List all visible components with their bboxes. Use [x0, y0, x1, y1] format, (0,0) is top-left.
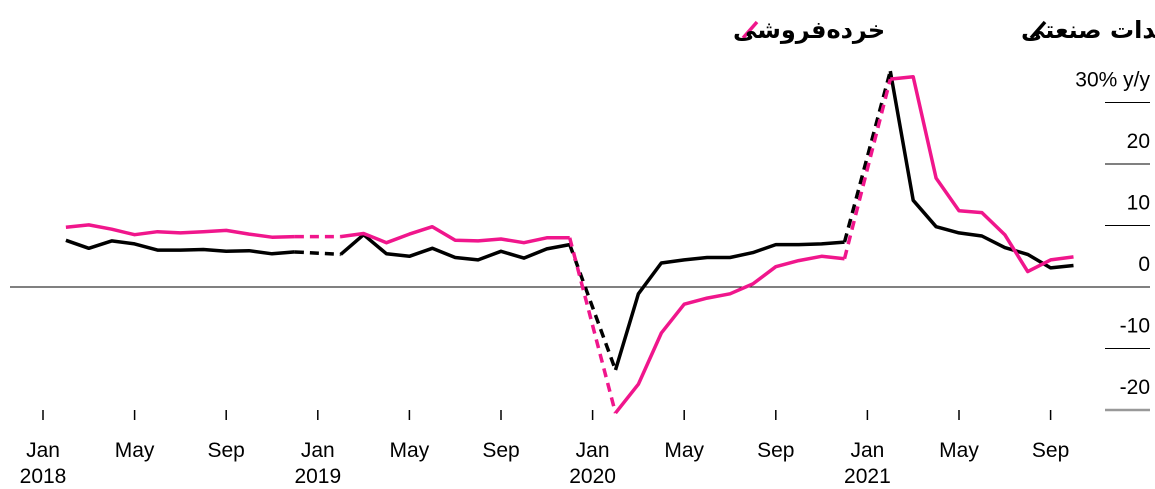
y-tick-label: 10	[1127, 192, 1150, 215]
x-tick-label: Jan	[301, 439, 335, 462]
x-tick-year: 2018	[20, 465, 67, 488]
legend-label: تولیدات صنعتی	[1021, 16, 1155, 44]
legend-swatch	[741, 20, 759, 40]
gap-connector	[842, 78, 892, 260]
x-tick-label: May	[939, 439, 979, 462]
gap-connector	[568, 237, 618, 414]
x-tick-year: 2021	[844, 465, 891, 488]
gap-connector	[568, 243, 618, 371]
x-tick-label: May	[390, 439, 430, 462]
x-tick-label: Jan	[850, 439, 884, 462]
x-tick-label: Sep	[208, 439, 245, 462]
x-tick-year: 2019	[294, 465, 341, 488]
line-series	[339, 232, 571, 262]
y-tick-label: -20	[1120, 376, 1150, 399]
gap-connector	[842, 70, 892, 243]
x-tick-label: Jan	[576, 439, 610, 462]
y-tick-label: -10	[1120, 315, 1150, 338]
x-tick-label: May	[115, 439, 155, 462]
y-tick-label: 20	[1127, 130, 1150, 153]
legend-label: خرده‌فروشی	[733, 16, 885, 44]
y-tick-label: 0	[1138, 253, 1150, 276]
line-series	[340, 224, 570, 245]
line-series	[613, 240, 845, 371]
line-series	[65, 223, 295, 239]
line-series	[890, 74, 1074, 274]
x-tick-label: Sep	[1032, 439, 1069, 462]
x-tick-label: Sep	[482, 439, 519, 462]
y-tick-label: 30% y/y	[1075, 69, 1150, 92]
line-series	[65, 238, 296, 256]
line-series	[614, 254, 845, 415]
gap-connector	[294, 250, 341, 257]
legend-swatch	[1029, 20, 1047, 40]
x-tick-year: 2020	[569, 465, 616, 488]
x-tick-label: May	[664, 439, 704, 462]
x-tick-label: Sep	[757, 439, 794, 462]
x-tick-label: Jan	[26, 439, 60, 462]
